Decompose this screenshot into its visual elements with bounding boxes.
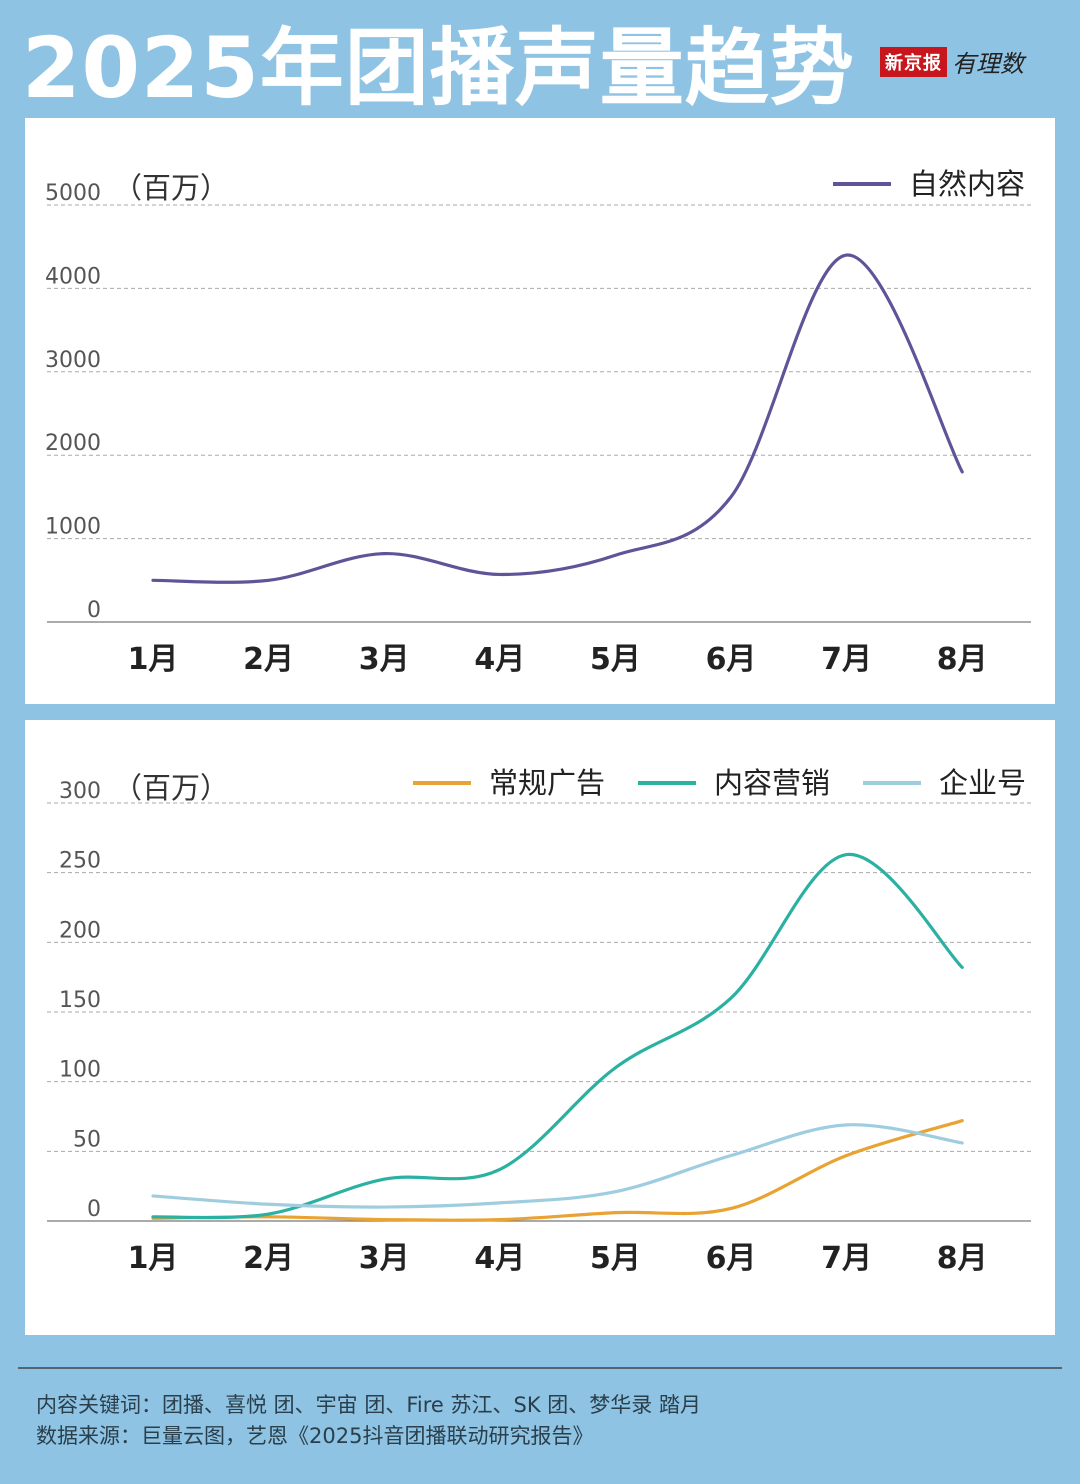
legend-label-2: 内容营销 <box>714 766 830 800</box>
natural-content-chart: 0 1000 2000 3000 4000 5000 （百万） 1月 2月 3月 4月 5月 6月 7月 8… <box>45 167 1031 677</box>
y-tick-label: 50 <box>73 1127 101 1152</box>
y-tick-label: 3000 <box>45 348 101 373</box>
y-tick-label: 0 <box>87 1197 101 1222</box>
y-tick-label: 4000 <box>45 264 101 289</box>
y-unit-label: （百万） <box>113 171 229 205</box>
footer: 内容关键词：团播、喜悦 团、宇宙 团、Fire 苏江、SK 团、梦华录 踏月 数… <box>36 1390 701 1452</box>
x-tick-label: 2月 <box>243 642 294 677</box>
x-tick-label: 3月 <box>359 1241 410 1276</box>
x-tick-label: 8月 <box>937 1241 988 1276</box>
x-tick-label: 8月 <box>937 642 988 677</box>
x-tick-label: 7月 <box>821 1241 872 1276</box>
series-line-1 <box>151 1119 964 1222</box>
footer-source: 数据来源：巨量云图，艺恩《2025抖音团播联动研究报告》 <box>36 1424 594 1448</box>
legend-label-3: 企业号 <box>939 766 1026 800</box>
x-tick-label: 5月 <box>590 642 641 677</box>
legend-label-1: 自然内容 <box>909 167 1025 201</box>
x-tick-label: 1月 <box>128 642 179 677</box>
marketing-chart: 0 50 100 150 200 250 300 （百万） 1月 2月 3月 4月 5月 6月 7月 8月 企业… <box>47 766 1031 1276</box>
x-tick-label: 4月 <box>474 642 525 677</box>
y-tick-label: 300 <box>59 779 101 804</box>
page-title: 2025年团播声量趋势 <box>22 19 855 117</box>
x-tick-label: 4月 <box>474 1241 525 1276</box>
x-tick-label: 5月 <box>590 1241 641 1276</box>
logo-script: 有理数 <box>952 50 1024 78</box>
chart-panel-marketing: 0 50 100 150 200 250 300 （百万） 1月 2月 3月 4月 5月 6月 7月 8月 企业… <box>25 720 1055 1335</box>
x-tick-label: 1月 <box>128 1241 179 1276</box>
y-tick-label: 200 <box>59 918 101 943</box>
y-tick-label: 5000 <box>45 181 101 206</box>
series-line-2 <box>151 852 964 1220</box>
x-tick-label: 7月 <box>821 642 872 677</box>
x-tick-label: 6月 <box>706 1241 757 1276</box>
y-unit-label: （百万） <box>113 771 229 805</box>
footer-keywords: 内容关键词：团播、喜悦 团、宇宙 团、Fire 苏江、SK 团、梦华录 踏月 <box>36 1393 701 1417</box>
x-tick-label: 3月 <box>359 642 410 677</box>
footer-divider <box>18 1367 1062 1369</box>
y-tick-label: 2000 <box>45 431 101 456</box>
y-tick-label: 1000 <box>45 515 101 540</box>
y-tick-label: 250 <box>59 849 101 874</box>
series-line-3 <box>151 1123 964 1209</box>
logo-brand: 新京报 <box>880 46 947 77</box>
legend-label-1: 常规广告 <box>489 766 605 800</box>
y-tick-label: 150 <box>59 988 101 1013</box>
logo: 新京报 有理数 <box>880 44 1024 79</box>
y-tick-label: 100 <box>59 1058 101 1083</box>
chart-panel-natural-content: 0 1000 2000 3000 4000 5000 （百万） 1月 2月 3月 4月 5月 6月 7月 8… <box>25 118 1055 704</box>
series-line-1 <box>151 253 964 584</box>
x-tick-label: 2月 <box>243 1241 294 1276</box>
y-tick-label: 0 <box>87 598 101 623</box>
x-tick-label: 6月 <box>706 642 757 677</box>
